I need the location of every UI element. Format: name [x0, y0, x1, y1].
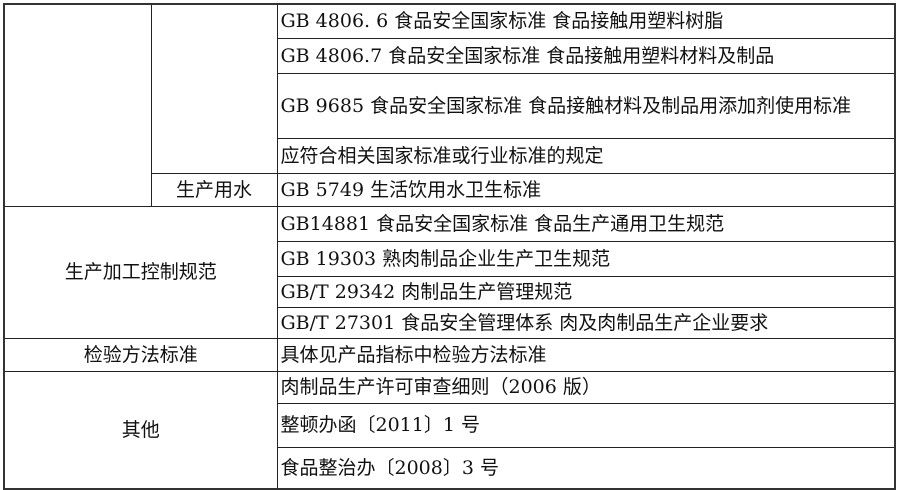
table-row: 食品整治办〔2008〕3 号: [4, 446, 896, 490]
standards-table: GB 4806. 6 食品安全国家标准 食品接触用塑料树脂 GB 4806.7 …: [3, 3, 896, 490]
standard-cell: GB 4806. 6 食品安全国家标准 食品接触用塑料树脂: [276, 3, 896, 39]
category-label: 生产加工控制规范: [3, 205, 278, 339]
table-row: 其他 肉制品生产许可审查细则（2006 版）: [3, 370, 896, 490]
empty-category-cell: [3, 3, 152, 207]
standard-cell: GB 19303 熟肉制品企业生产卫生规范: [276, 240, 896, 277]
standard-cell: 应符合相关国家标准或行业标准的规定: [276, 137, 896, 174]
table-row: GB/T 29342 肉制品生产管理规范: [4, 275, 896, 308]
category-label: 生产用水: [150, 172, 278, 207]
category-label: 检验方法标准: [3, 337, 278, 372]
standard-cell: GB 4806.7 食品安全国家标准 食品接触用塑料材料及制品: [276, 37, 896, 74]
table-row: GB 4806. 6 食品安全国家标准 食品接触用塑料树脂: [3, 3, 896, 207]
standard-cell: GB 5749 生活饮用水卫生标准: [276, 172, 896, 207]
standard-cell: GB/T 27301 食品安全管理体系 肉及肉制品生产企业要求: [276, 306, 896, 339]
standard-cell: GB 9685 食品安全国家标准 食品接触材料及制品用添加剂使用标准: [276, 72, 896, 139]
table-row: GB 9685 食品安全国家标准 食品接触材料及制品用添加剂使用标准: [4, 72, 896, 139]
table-row: 生产加工控制规范 GB14881 食品安全国家标准 食品生产通用卫生规范: [3, 205, 896, 339]
table-row: 生产用水 GB 5749 生活饮用水卫生标准: [4, 172, 896, 207]
standard-cell: 肉制品生产许可审查细则（2006 版）: [276, 370, 896, 404]
table-row: 检验方法标准 具体见产品指标中检验方法标准: [3, 337, 896, 372]
table-row: GB/T 27301 食品安全管理体系 肉及肉制品生产企业要求: [4, 306, 896, 339]
category-label: 其他: [3, 370, 278, 490]
standard-cell: 具体见产品指标中检验方法标准: [276, 337, 896, 372]
table-row: GB 4806.7 食品安全国家标准 食品接触用塑料材料及制品: [4, 37, 896, 74]
standard-cell: GB14881 食品安全国家标准 食品生产通用卫生规范: [276, 205, 896, 242]
table-row: GB 19303 熟肉制品企业生产卫生规范: [4, 240, 896, 277]
standard-cell: GB/T 29342 肉制品生产管理规范: [276, 275, 896, 308]
standard-cell: 整顿办函〔2011〕1 号: [276, 402, 896, 448]
standard-cell: 食品整治办〔2008〕3 号: [276, 446, 896, 490]
empty-subcategory-cell: [150, 3, 278, 174]
table-row: 整顿办函〔2011〕1 号: [4, 402, 896, 448]
